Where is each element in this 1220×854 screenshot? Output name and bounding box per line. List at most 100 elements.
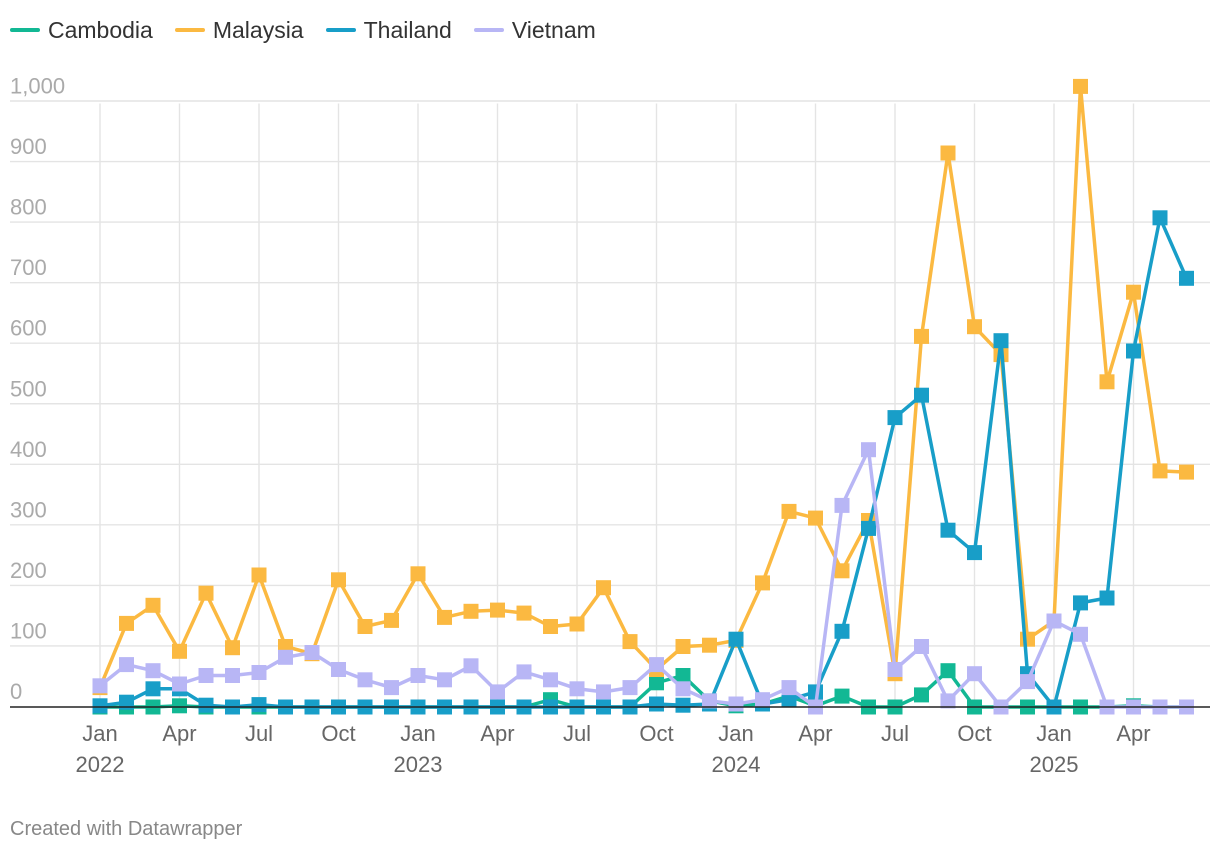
y-tick-label: 300 <box>10 497 47 522</box>
x-axis-labels: Jan 2022 Apr Jul Oct Jan 2023 Apr Jul Oct Jan 2024 A… <box>76 721 1151 777</box>
data-point <box>145 663 161 679</box>
data-point <box>914 639 929 654</box>
data-point <box>543 672 558 688</box>
data-point <box>914 687 929 703</box>
legend-item-malaysia: Malaysia <box>174 16 304 44</box>
data-point <box>1099 590 1115 606</box>
data-point <box>490 684 505 700</box>
data-point <box>384 680 399 696</box>
x-tick-year: 2022 <box>76 752 125 777</box>
data-point <box>834 563 850 579</box>
data-point <box>967 319 982 335</box>
x-tick-label: Oct <box>321 721 355 746</box>
x-tick-label: Jan <box>718 721 753 746</box>
data-point <box>251 697 267 713</box>
data-point <box>702 693 717 709</box>
data-point <box>251 665 267 680</box>
y-axis-labels: 0 100 200 300 400 500 600 700 800 900 1,000 <box>10 74 65 705</box>
data-point <box>490 602 505 618</box>
data-point <box>861 442 876 458</box>
data-point <box>1046 613 1062 629</box>
legend-item-vietnam: Vietnam <box>473 16 596 44</box>
data-point <box>781 680 797 696</box>
y-tick-label: 400 <box>10 437 47 462</box>
legend-swatch <box>10 28 40 32</box>
data-point <box>198 697 214 713</box>
data-point <box>357 619 373 634</box>
y-tick-label: 900 <box>10 134 47 159</box>
data-point <box>728 696 744 712</box>
series-line-malaysia <box>98 84 1189 690</box>
series-vietnam <box>92 442 1194 715</box>
legend-item-cambodia: Cambodia <box>10 17 153 44</box>
x-tick-label: Jul <box>881 721 909 746</box>
data-point <box>198 585 214 601</box>
legend-label: Thailand <box>363 16 452 43</box>
x-tick-label: Apr <box>798 721 832 746</box>
data-point <box>92 678 108 694</box>
data-point <box>675 681 691 697</box>
data-point <box>622 634 638 650</box>
credit-footer: Created with Datawrapper <box>10 818 243 840</box>
data-point <box>225 668 240 683</box>
data-point <box>543 619 558 634</box>
data-point <box>304 645 320 660</box>
data-point <box>225 640 240 656</box>
data-point <box>1099 374 1115 390</box>
data-point <box>463 603 479 619</box>
x-tick-year: 2025 <box>1030 752 1079 777</box>
x-tick-label: Jan <box>1036 721 1071 746</box>
data-point <box>649 657 664 673</box>
y-tick-label: 500 <box>10 376 47 401</box>
data-point <box>861 520 876 536</box>
data-point <box>1152 210 1168 226</box>
data-point <box>145 681 161 697</box>
data-point <box>834 623 850 639</box>
data-point <box>1126 343 1141 359</box>
data-point <box>1126 284 1141 300</box>
y-tick-label: 700 <box>10 255 47 280</box>
y-tick-label: 200 <box>10 558 47 583</box>
data-point <box>1179 270 1194 286</box>
data-point <box>410 668 426 683</box>
x-tick-label: Apr <box>1116 721 1150 746</box>
data-point <box>834 688 850 704</box>
data-point <box>834 497 850 513</box>
data-point <box>914 387 929 403</box>
legend-label: Vietnam <box>511 16 596 43</box>
legend-swatch <box>325 28 356 32</box>
data-point <box>702 637 717 653</box>
data-point <box>1020 631 1035 647</box>
data-point <box>1152 463 1168 479</box>
x-tick-label: Jan <box>400 721 435 746</box>
x-tick-label: Jan <box>82 721 117 746</box>
data-point <box>675 639 691 654</box>
data-point <box>940 522 956 538</box>
data-point <box>649 696 664 712</box>
legend-label: Malaysia <box>212 16 304 43</box>
data-point <box>569 616 585 632</box>
data-point <box>145 597 161 613</box>
data-point <box>675 668 691 683</box>
data-point <box>887 410 903 426</box>
data-point <box>755 575 770 591</box>
data-point <box>887 662 903 677</box>
data-point <box>940 663 956 679</box>
data-point <box>172 643 187 659</box>
x-tick-year: 2023 <box>394 752 443 777</box>
data-point <box>781 692 797 708</box>
data-point <box>914 328 929 344</box>
data-point <box>1179 464 1194 480</box>
legend-item-thailand: Thailand <box>325 16 452 44</box>
y-tick-label: 100 <box>10 618 47 643</box>
data-point <box>569 681 585 697</box>
grid <box>10 100 1210 707</box>
legend-swatch <box>174 28 205 32</box>
data-point <box>172 698 187 714</box>
data-point <box>967 666 982 682</box>
data-point <box>331 662 346 677</box>
x-tick-year: 2024 <box>712 752 761 777</box>
data-point <box>596 580 611 596</box>
data-point <box>1073 78 1088 94</box>
